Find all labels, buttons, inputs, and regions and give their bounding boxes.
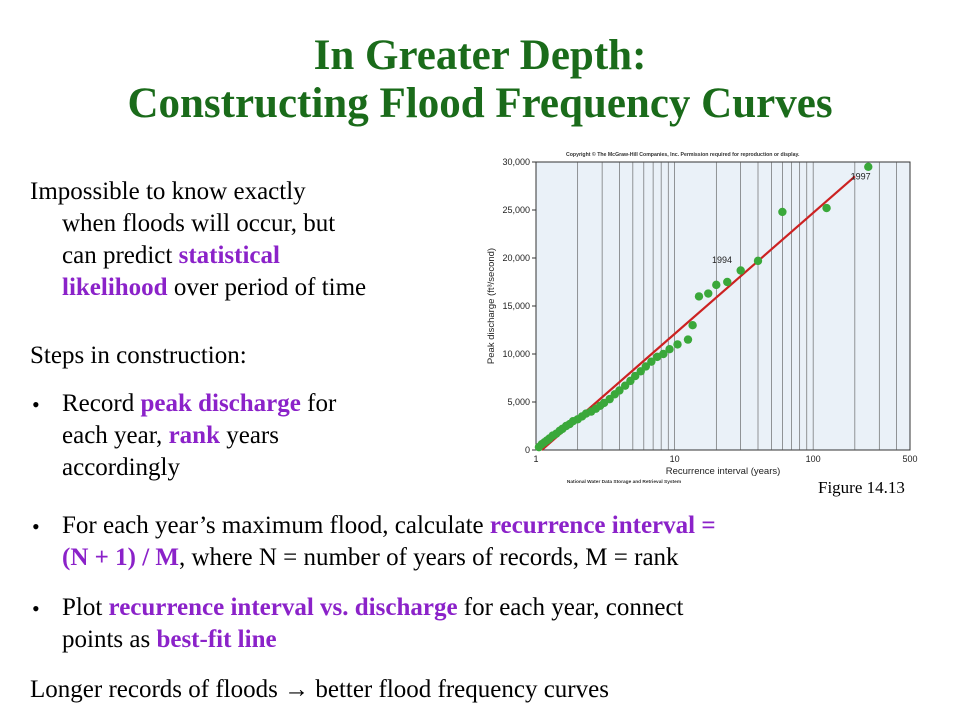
x-tick-label: 500 — [902, 454, 917, 464]
data-point — [659, 349, 668, 359]
data-point — [683, 335, 693, 344]
x-tick-label: 100 — [806, 454, 821, 464]
data-point — [631, 371, 640, 381]
bullet-3: Plot recurrence interval vs. discharge f… — [62, 594, 684, 653]
figure-caption: Figure 14.13 — [818, 478, 905, 497]
intro-line-1: Impossible to know exactly — [30, 178, 306, 205]
best-fit-line — [541, 175, 856, 451]
data-point — [822, 203, 831, 213]
data-point — [712, 280, 721, 290]
data-point — [723, 277, 732, 287]
steps-heading: Steps in construction: — [30, 342, 247, 369]
data-point — [736, 266, 745, 275]
annotation-label: 1994 — [712, 255, 732, 265]
y-tick-label: 15,000 — [502, 301, 530, 311]
data-point — [778, 207, 787, 217]
bullet-1: Record peak discharge for each year, ran… — [62, 390, 337, 481]
intro-paragraph: Impossible to know exactly when floods w… — [30, 176, 366, 304]
data-point — [688, 321, 697, 330]
chart-copyright: Copyright © The McGraw-Hill Companies, I… — [566, 151, 800, 158]
y-tick-label: 10,000 — [502, 349, 530, 359]
data-point — [673, 340, 682, 349]
data-point — [864, 162, 873, 171]
y-tick-label: 30,000 — [502, 157, 530, 167]
y-tick-label: 25,000 — [502, 205, 530, 215]
x-tick-label: 10 — [670, 454, 680, 464]
bullet-dot-2: • — [32, 514, 40, 539]
conclusion-line: Longer records of floods → better flood … — [30, 676, 609, 703]
data-point — [753, 256, 763, 266]
x-tick-label: 1 — [533, 454, 538, 464]
slide-title: In Greater Depth: Constructing Flood Fre… — [0, 32, 960, 128]
chart-svg: Copyright © The McGraw-Hill Companies, I… — [486, 151, 918, 485]
data-point — [615, 386, 624, 395]
y-axis-label: Peak discharge (ft³/second) — [486, 248, 497, 364]
bullet-2: For each year’s maximum flood, calculate… — [62, 512, 716, 571]
title-line-1: In Greater Depth: — [313, 32, 647, 79]
x-axis-label: Recurrence interval (years) — [666, 466, 781, 477]
data-point — [694, 292, 704, 301]
title-line-2: Constructing Flood Frequency Curves — [127, 80, 833, 127]
y-tick-label: 5,000 — [507, 397, 530, 407]
data-point — [704, 289, 713, 298]
data-point — [665, 345, 674, 354]
flood-frequency-chart: Copyright © The McGraw-Hill Companies, I… — [472, 148, 922, 496]
intro-line-4: likelihood over period of time — [62, 274, 367, 301]
intro-line-2: when floods will occur, but — [62, 210, 336, 237]
data-point — [647, 357, 656, 366]
bullet-dot-1: • — [32, 392, 40, 417]
y-tick-label: 0 — [525, 445, 530, 455]
annotation-label: 1997 — [851, 171, 871, 181]
intro-line-3: can predict statistical — [62, 242, 280, 269]
chart-source: National Water Data Storage and Retrieva… — [567, 479, 681, 485]
arrow-icon: → — [284, 676, 310, 703]
y-tick-label: 20,000 — [502, 253, 530, 263]
data-point — [641, 362, 651, 371]
bullet-dot-3: • — [32, 596, 40, 621]
